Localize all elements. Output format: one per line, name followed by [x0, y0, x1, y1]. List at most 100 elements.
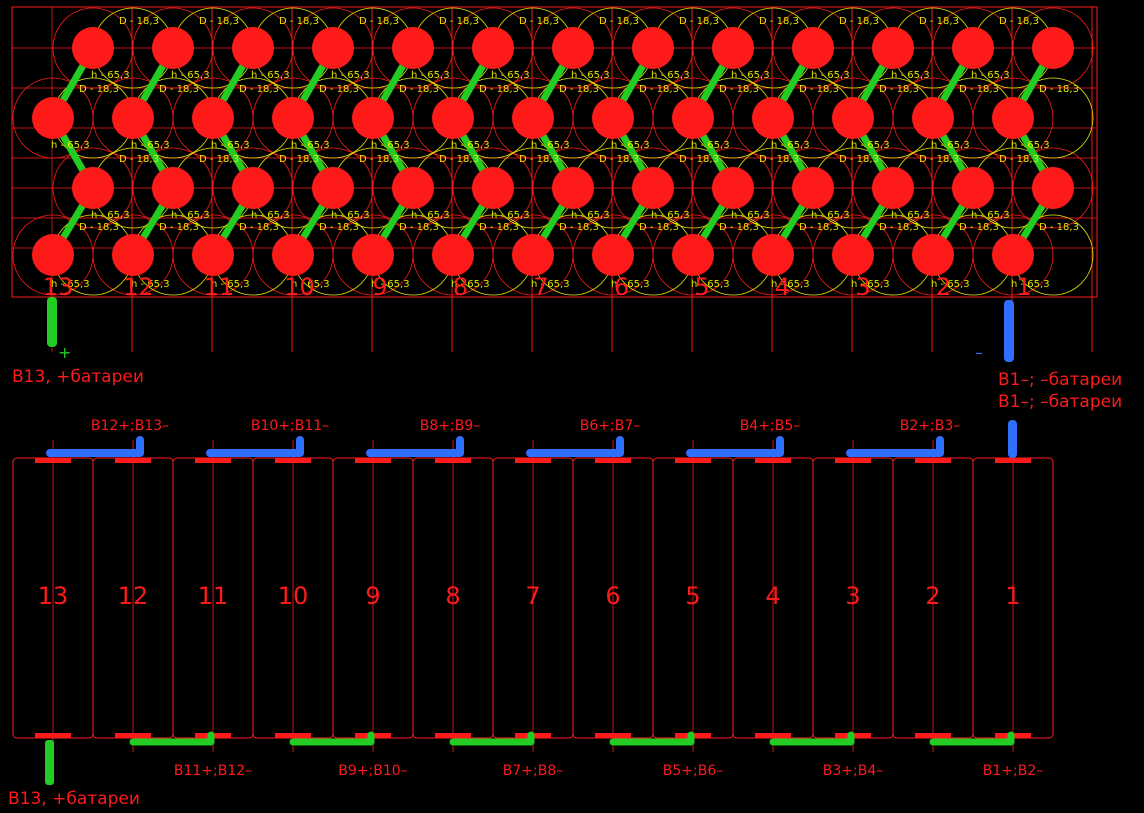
cell [712, 167, 754, 209]
height-label: h - 65,3 [691, 140, 730, 151]
cell [352, 97, 394, 139]
cell [632, 27, 674, 69]
diameter-label: D - 18,3 [559, 84, 599, 95]
diameter-label: D - 18,3 [79, 222, 119, 233]
bottom-link-label: B3+;B4– [823, 763, 883, 779]
pack-minus-label: B1–; –батареи [998, 370, 1122, 390]
bottom-link-label: B7+;B8– [503, 763, 563, 779]
height-label: h - 65,3 [771, 279, 810, 290]
cell [32, 97, 74, 139]
top-cells [32, 27, 1074, 276]
diameter-label: D - 18,3 [559, 222, 599, 233]
cell [232, 167, 274, 209]
group-number: 3 [855, 273, 870, 301]
minus-sign: – [975, 343, 983, 362]
cell-number: 12 [118, 582, 149, 610]
height-label: h - 65,3 [611, 140, 650, 151]
height-label: h - 65,3 [91, 70, 130, 81]
height-label: h - 65,3 [931, 279, 970, 290]
diameter-label: D - 18,3 [639, 84, 679, 95]
diameter-label: D - 18,3 [239, 222, 279, 233]
group-number: 10 [284, 273, 315, 301]
height-label: h - 65,3 [331, 210, 370, 221]
top-link [366, 436, 464, 457]
height-label: h - 65,3 [171, 70, 210, 81]
bottom-link-label: B11+;B12– [174, 763, 252, 779]
diameter-label: D - 18,3 [359, 154, 399, 165]
height-label: h - 65,3 [971, 210, 1010, 221]
diameter-label: D - 18,3 [839, 16, 879, 27]
cell [32, 234, 74, 276]
height-label: h - 65,3 [851, 279, 890, 290]
height-label: h - 65,3 [1011, 140, 1050, 151]
cell [472, 27, 514, 69]
diameter-label: D - 18,3 [319, 222, 359, 233]
top-link-label: B10+;B11– [251, 418, 329, 434]
height-label: h - 65,3 [611, 279, 650, 290]
diameter-label: D - 18,3 [679, 16, 719, 27]
diameter-label: D - 18,3 [519, 16, 559, 27]
top-link-label: B8+;B9– [420, 418, 480, 434]
diameter-label: D - 18,3 [479, 84, 519, 95]
cell-number: 11 [198, 582, 229, 610]
terminal-top [835, 458, 871, 463]
diameter-label: D - 18,3 [519, 154, 559, 165]
cell [792, 167, 834, 209]
cell [872, 27, 914, 69]
diameter-label: D - 18,3 [879, 84, 919, 95]
diameter-label: D - 18,3 [279, 154, 319, 165]
height-label: h - 65,3 [571, 70, 610, 81]
bottom-link [449, 731, 535, 746]
series-link [849, 46, 897, 257]
height-label: h - 65,3 [211, 140, 250, 151]
height-label: h - 65,3 [451, 140, 490, 151]
series-link [1009, 46, 1057, 257]
pack-plus-lead [47, 297, 57, 347]
cell [712, 27, 754, 69]
cell [432, 97, 474, 139]
diameter-label: D - 18,3 [439, 154, 479, 165]
group-number: 11 [204, 273, 235, 301]
bottom-link [129, 731, 215, 746]
height-label: h - 65,3 [51, 140, 90, 151]
top-link [686, 436, 784, 457]
group-number: 4 [775, 273, 790, 301]
cell-number: 3 [845, 582, 860, 610]
cell-number: 13 [38, 582, 69, 610]
terminal-top [435, 458, 471, 463]
terminal-top [675, 458, 711, 463]
cell-number: 9 [365, 582, 380, 610]
diameter-label: D - 18,3 [1039, 222, 1079, 233]
terminal-top [755, 458, 791, 463]
series-link [209, 46, 257, 257]
cell [272, 234, 314, 276]
diameter-label: D - 18,3 [119, 16, 159, 27]
height-label: h - 65,3 [931, 140, 970, 151]
cell-number: 8 [445, 582, 460, 610]
cell-number: 7 [525, 582, 540, 610]
pack-plus-label: B13, +батареи [12, 367, 144, 387]
diameter-label: D - 18,3 [439, 16, 479, 27]
cell [512, 97, 554, 139]
top-link [526, 436, 624, 457]
cell [992, 234, 1034, 276]
diameter-label: D - 18,3 [839, 154, 879, 165]
bottom-link-label: B9+;B10– [338, 763, 407, 779]
cell-number: 6 [605, 582, 620, 610]
diameter-label: D - 18,3 [679, 154, 719, 165]
cell [112, 234, 154, 276]
diameter-label: D - 18,3 [479, 222, 519, 233]
side-plus-lead [45, 740, 54, 785]
diameter-label: D - 18,3 [239, 84, 279, 95]
diameter-label: D - 18,3 [959, 84, 999, 95]
height-label: h - 65,3 [131, 140, 170, 151]
height-label: h - 65,3 [531, 140, 570, 151]
cell [72, 27, 114, 69]
group-number: 2 [936, 273, 951, 301]
cell [952, 27, 994, 69]
diameter-label: D - 18,3 [719, 84, 759, 95]
side-minus-lead [1008, 420, 1017, 458]
height-label: h - 65,3 [891, 210, 930, 221]
cell [952, 167, 994, 209]
diameter-label: D - 18,3 [999, 154, 1039, 165]
